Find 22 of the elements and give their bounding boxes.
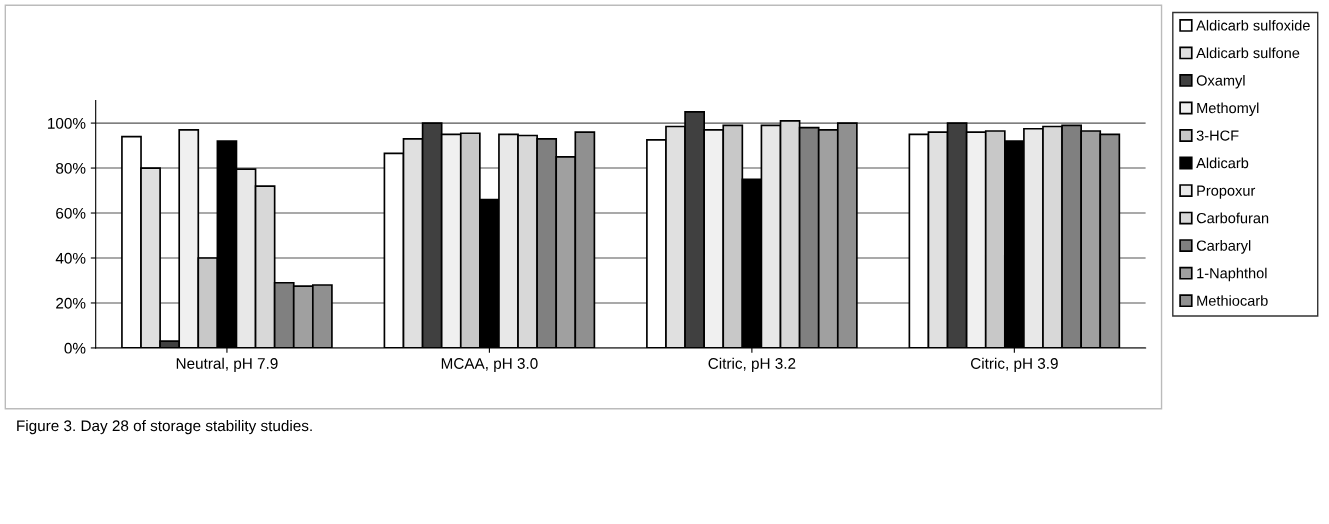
y-tick-label: 40%	[55, 252, 86, 264]
x-tick-label: Neutral, pH 7.9	[176, 357, 278, 372]
x-tick-label: Citric, pH 3.9	[970, 357, 1058, 372]
legend-label: Oxamyl	[1196, 74, 1245, 89]
y-tick-label: 20%	[56, 297, 86, 309]
legend-label: 1-Naphthol	[1197, 267, 1267, 282]
legend-label: Methomyl	[1197, 102, 1259, 117]
legend-label: Carbaryl	[1196, 240, 1251, 254]
legend-label: Aldicarb	[1196, 157, 1249, 169]
x-tick-label: MCAA, pH 3.0	[441, 358, 538, 372]
legend-label: Methiocarb	[1197, 295, 1268, 306]
y-tick-label: 0%	[64, 342, 86, 354]
legend-label: Carbofuran	[1196, 212, 1269, 224]
legend-label: 3-HCF	[1196, 130, 1239, 141]
x-tick-label: Citric, pH 3.2	[708, 357, 796, 372]
caption: Figure 3. Day 28 of storage stability studies.	[17, 419, 312, 435]
y-tick-label: 60%	[56, 207, 86, 219]
y-tick-label: 80%	[56, 162, 86, 174]
legend-label: Aldicarb sulfone	[1196, 47, 1300, 59]
legend-label: Propoxur	[1197, 185, 1256, 199]
y-tick-label: 100%	[48, 117, 86, 129]
legend-label: Aldicarb sulfoxide	[1196, 19, 1310, 31]
